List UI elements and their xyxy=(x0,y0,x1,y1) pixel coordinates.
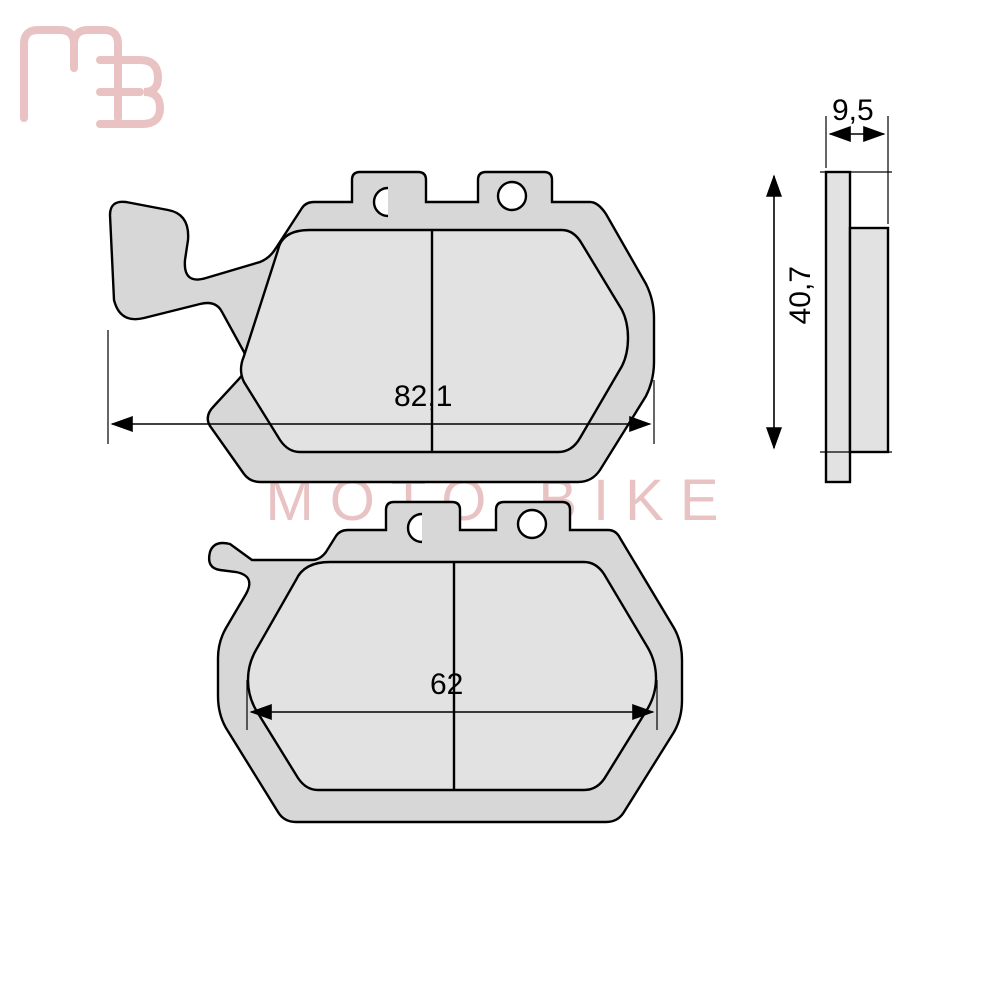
dim-label-thickness: 9,5 xyxy=(832,94,874,128)
top-pad-friction xyxy=(241,230,628,452)
side-view xyxy=(826,172,888,482)
dim-label-width-main: 82,1 xyxy=(394,380,452,414)
technical-drawing xyxy=(0,0,1000,1000)
dim-label-height: 40,7 xyxy=(784,266,818,324)
dim-label-width-inner: 62 xyxy=(430,668,463,702)
drawing-stage: MOTOBIKE xyxy=(0,0,1000,1000)
